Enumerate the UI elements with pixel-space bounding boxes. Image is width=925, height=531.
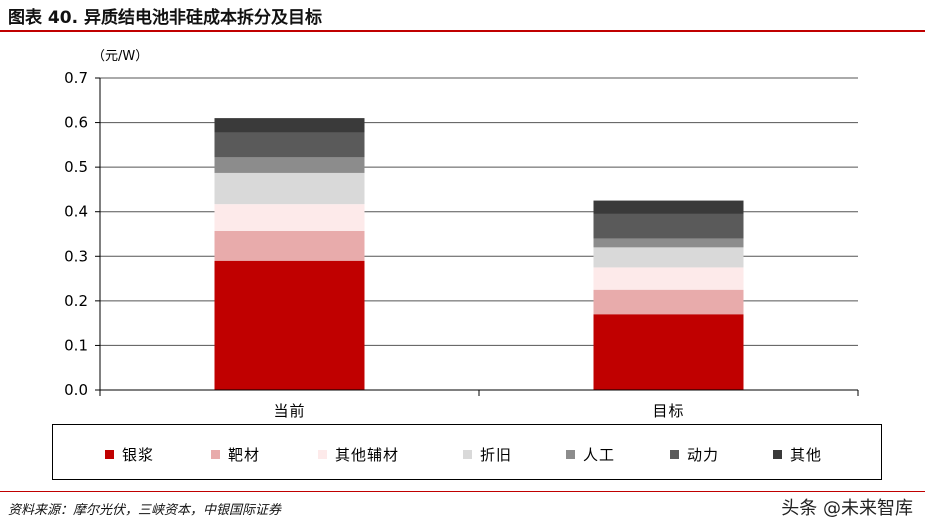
legend-swatch — [318, 450, 327, 459]
legend-swatch — [211, 450, 220, 459]
bar-segment — [214, 132, 365, 158]
y-tick-label: 0.7 — [64, 69, 88, 87]
legend-items: 银浆 靶材 其他辅材 折旧 人工 动力 其他 — [53, 425, 881, 479]
bar-segment — [593, 200, 744, 214]
bar-segment — [593, 213, 744, 239]
legend-swatch — [773, 450, 782, 459]
bar-segment — [214, 157, 365, 173]
y-tick-label: 0.2 — [64, 292, 88, 310]
legend-item: 动力 — [670, 444, 719, 465]
bottom-rule — [0, 491, 925, 492]
legend-label: 折旧 — [480, 446, 513, 464]
bar-segment — [593, 247, 744, 268]
y-tick-label: 0.3 — [64, 247, 88, 265]
bar-segment — [593, 314, 744, 390]
y-tick-label: 0.1 — [64, 336, 88, 354]
axes: 0.0 0.1 0.2 0.3 0.4 0.5 0.6 0.7 当前 目标 — [64, 69, 859, 420]
legend-label: 其他 — [790, 446, 823, 464]
legend-item: 折旧 — [463, 444, 512, 465]
bar-segment — [593, 267, 744, 290]
legend-item: 银浆 — [105, 444, 154, 465]
stacked-bar-chart: （元/W） 0.0 0.1 0.2 0.3 0.4 0.5 0.6 0.7 当前 目标 — [64, 49, 859, 420]
legend-swatch — [105, 450, 114, 459]
bar-segment — [593, 238, 744, 248]
legend-label: 其他辅材 — [335, 446, 400, 464]
y-axis-unit-label: （元/W） — [92, 49, 148, 64]
legend-swatch — [670, 450, 679, 459]
source-note: 资料来源：摩尔光伏，三峡资本，中银国际证券 — [8, 503, 282, 518]
legend-label: 银浆 — [122, 446, 155, 464]
bar-segment — [214, 260, 365, 390]
y-tick-label: 0.6 — [64, 114, 88, 132]
y-tick-label: 0.4 — [64, 203, 88, 221]
bar-segment — [214, 230, 365, 261]
legend-item: 其他辅材 — [318, 444, 399, 465]
legend-item: 人工 — [566, 444, 615, 465]
x-tick-label: 当前 — [273, 402, 305, 420]
legend-item: 其他 — [773, 444, 822, 465]
legend: 银浆 靶材 其他辅材 折旧 人工 动力 其他 — [52, 424, 882, 480]
bars — [214, 118, 744, 390]
legend-label: 靶材 — [228, 446, 261, 464]
bar-segment — [214, 118, 365, 133]
legend-swatch — [463, 450, 472, 459]
x-tick-label: 目标 — [652, 402, 684, 420]
legend-label: 人工 — [583, 446, 616, 464]
bar-segment — [214, 204, 365, 231]
bar-segment — [593, 289, 744, 315]
chart-title: 图表 40. 异质结电池非硅成本拆分及目标 — [8, 8, 322, 28]
legend-swatch — [566, 450, 575, 459]
y-tick-label: 0.5 — [64, 158, 88, 176]
gridlines — [100, 77, 858, 346]
legend-item: 靶材 — [211, 444, 260, 465]
legend-label: 动力 — [687, 446, 720, 464]
title-bar: 图表 40. 异质结电池非硅成本拆分及目标 — [0, 0, 925, 32]
y-tick-label: 0.0 — [64, 381, 88, 399]
watermark: 头条 @未来智库 — [781, 498, 913, 519]
bar-segment — [214, 172, 365, 205]
